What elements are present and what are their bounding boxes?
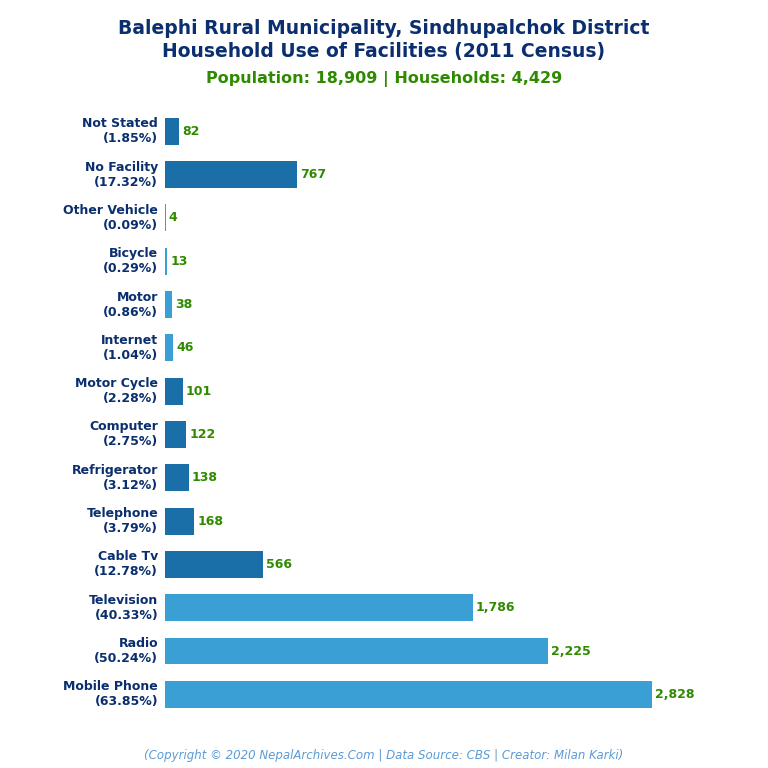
Bar (165, 551, 263, 578)
Bar (165, 161, 297, 188)
Text: 82: 82 (182, 124, 200, 137)
Text: 767: 767 (300, 168, 326, 181)
Bar (165, 118, 179, 144)
Text: 13: 13 (170, 255, 188, 268)
Text: 2,225: 2,225 (551, 644, 591, 657)
Text: 168: 168 (197, 515, 223, 528)
Text: 38: 38 (175, 298, 192, 311)
Text: 1,786: 1,786 (475, 601, 515, 614)
Text: 46: 46 (176, 341, 194, 354)
Bar (165, 508, 194, 535)
Text: Population: 18,909 | Households: 4,429: Population: 18,909 | Households: 4,429 (206, 71, 562, 87)
Bar (165, 594, 472, 621)
Text: 101: 101 (186, 385, 212, 398)
Text: Household Use of Facilities (2011 Census): Household Use of Facilities (2011 Census… (163, 42, 605, 61)
Bar (165, 291, 172, 318)
Text: 138: 138 (192, 472, 218, 485)
Text: 2,828: 2,828 (655, 688, 694, 701)
Bar (165, 334, 173, 361)
Bar (165, 421, 186, 448)
Bar (165, 637, 548, 664)
Bar (165, 465, 189, 492)
Text: (Copyright © 2020 NepalArchives.Com | Data Source: CBS | Creator: Milan Karki): (Copyright © 2020 NepalArchives.Com | Da… (144, 749, 624, 762)
Bar (165, 378, 183, 405)
Text: 566: 566 (266, 558, 292, 571)
Text: Balephi Rural Municipality, Sindhupalchok District: Balephi Rural Municipality, Sindhupalcho… (118, 19, 650, 38)
Bar (165, 248, 167, 275)
Text: 122: 122 (189, 428, 216, 441)
Bar (165, 681, 652, 708)
Text: 4: 4 (169, 211, 177, 224)
